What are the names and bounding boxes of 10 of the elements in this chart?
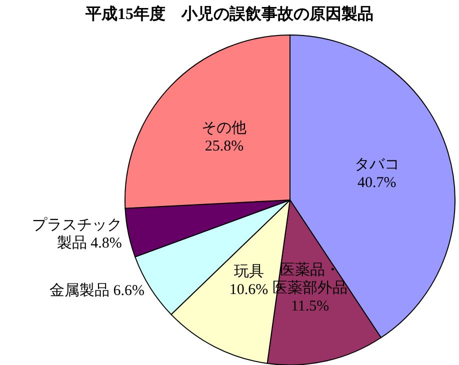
chart-title: 平成15年度 小児の誤飲事故の原因製品 — [84, 4, 374, 25]
data-label: 25.8% — [204, 138, 244, 154]
data-label: 11.5% — [290, 298, 330, 314]
slice-label: 金属製品 6.6% — [50, 282, 145, 300]
slice-label: タバコ — [354, 156, 400, 173]
slice-label: その他 — [202, 119, 247, 136]
data-label: 40.7% — [358, 174, 396, 191]
slice-label: プラスチック製品 4.8% — [32, 216, 122, 252]
slice-label: 玩具 — [234, 264, 264, 280]
data-label: 10.6% — [229, 282, 268, 298]
